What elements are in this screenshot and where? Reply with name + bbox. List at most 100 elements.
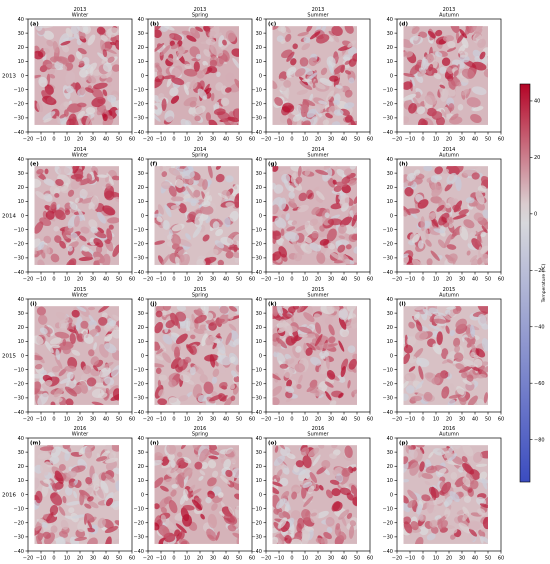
y-tick-label: −10: [382, 367, 393, 373]
x-tick-label: 30: [328, 417, 334, 423]
y-tick-label: −30: [133, 535, 144, 541]
y-tick-label: 40: [138, 157, 144, 163]
x-tick-label: 60: [498, 277, 504, 283]
y-tick-label: 10: [138, 199, 144, 205]
x-tick-label: 30: [328, 137, 334, 143]
panel-letter: (g): [268, 162, 277, 168]
y-tick-label: −20: [13, 242, 24, 248]
x-tick-label: 60: [498, 137, 504, 143]
panel-letter: (k): [268, 302, 277, 308]
heatmap-field: [154, 445, 239, 544]
y-tick-label: −30: [13, 256, 24, 262]
x-tick-label: −10: [274, 137, 285, 143]
x-tick-label: −20: [23, 137, 34, 143]
x-tick-label: 40: [341, 556, 347, 562]
row-year-label: 2013: [2, 74, 16, 80]
x-tick-label: 40: [103, 417, 109, 423]
panel-letter: (b): [150, 22, 159, 28]
x-tick-label: 40: [472, 137, 478, 143]
y-tick-label: 20: [18, 464, 24, 470]
heatmap-field: [34, 445, 119, 544]
y-tick-label: −10: [133, 367, 144, 373]
x-tick-label: −10: [405, 137, 416, 143]
y-tick-label: −20: [382, 521, 393, 527]
colorbar-tick-label: 40: [534, 99, 540, 105]
y-tick-label: −30: [251, 256, 262, 262]
panel-l: −20 −10 0 10 20 30 40 50 60−40−30−20−10010203040…: [382, 287, 504, 423]
x-tick-label: 40: [223, 277, 229, 283]
colorbar-tick-label: 20: [534, 155, 540, 161]
x-tick-label: 60: [367, 277, 373, 283]
y-tick-label: −30: [13, 535, 24, 541]
y-tick-label: −20: [382, 242, 393, 248]
x-tick-label: 50: [236, 277, 242, 283]
y-tick-label: 30: [138, 311, 144, 317]
heatmap-field: [272, 306, 357, 405]
y-tick-label: 30: [387, 31, 393, 37]
x-tick-label: 40: [472, 277, 478, 283]
x-tick-label: −20: [23, 556, 34, 562]
y-tick-label: 30: [256, 450, 262, 456]
x-tick-label: 40: [341, 417, 347, 423]
y-tick-label: 10: [138, 339, 144, 345]
y-tick-label: 40: [138, 297, 144, 303]
y-tick-label: −10: [133, 87, 144, 93]
colorbar: 40 20 0 −20 −40 −60 −80 Temperature (°C): [519, 83, 547, 483]
y-tick-label: 30: [256, 311, 262, 317]
y-tick-label: −20: [13, 382, 24, 388]
x-tick-label: 60: [367, 417, 373, 423]
heatmap-field: [272, 166, 357, 265]
panel-year-title: 2016: [194, 426, 207, 432]
y-tick-label: 10: [18, 59, 24, 65]
y-tick-label: 0: [21, 492, 24, 498]
panel-letter: (a): [30, 22, 39, 28]
y-tick-label: −10: [251, 506, 262, 512]
y-tick-label: 10: [387, 478, 393, 484]
panel-year-title: 2013: [194, 7, 207, 13]
x-tick-label: 10: [184, 417, 190, 423]
heatmap-field: [154, 306, 239, 405]
x-tick-label: 0: [421, 556, 424, 562]
y-tick-label: −10: [382, 506, 393, 512]
x-tick-label: −20: [261, 556, 272, 562]
y-tick-label: −20: [133, 242, 144, 248]
heatmap-field: [34, 306, 119, 405]
row-year-label: 2016: [2, 493, 16, 499]
panel-letter: (p): [399, 441, 408, 447]
colorbar-tick-label: −20: [534, 268, 545, 274]
panel-letter: (h): [399, 162, 408, 168]
y-tick-label: 10: [387, 59, 393, 65]
x-tick-label: −20: [143, 556, 154, 562]
x-tick-label: 20: [197, 277, 203, 283]
panel-m: −20 −10 0 10 20 30 40 50 60−40−30−20−10010203040…: [13, 426, 135, 562]
panel-d: −20 −10 0 10 20 30 40 50 60−40−30−20−10010203040…: [382, 7, 504, 143]
y-tick-label: 30: [387, 171, 393, 177]
x-tick-label: −20: [392, 277, 403, 283]
panel-season-title: Spring: [192, 432, 208, 438]
panel-year-title: 2013: [74, 7, 87, 13]
x-tick-label: 30: [210, 137, 216, 143]
panel-i: −20 −10 0 10 20 30 40 50 60−40−30−20−10010203040…: [13, 287, 135, 423]
y-tick-label: −30: [251, 116, 262, 122]
x-tick-label: 50: [236, 556, 242, 562]
x-tick-label: 10: [302, 137, 308, 143]
heatmap-field: [34, 166, 119, 265]
y-tick-label: 0: [21, 73, 24, 79]
panel-letter: (l): [399, 302, 406, 308]
x-tick-label: 50: [116, 556, 122, 562]
colorbar-tick-label: −80: [534, 437, 545, 443]
x-tick-label: 0: [52, 556, 55, 562]
y-tick-label: −40: [13, 270, 24, 276]
y-tick-label: 0: [141, 73, 144, 79]
panel-letter: (d): [399, 22, 408, 28]
x-tick-label: 0: [172, 277, 175, 283]
y-tick-label: 10: [256, 478, 262, 484]
y-tick-label: −30: [382, 535, 393, 541]
y-tick-label: −20: [133, 382, 144, 388]
panel-letter: (n): [150, 441, 159, 447]
y-tick-label: −40: [382, 549, 393, 555]
x-tick-label: 50: [236, 137, 242, 143]
heatmap-field: [403, 445, 488, 544]
y-tick-label: −40: [251, 130, 262, 136]
y-tick-label: 10: [256, 199, 262, 205]
